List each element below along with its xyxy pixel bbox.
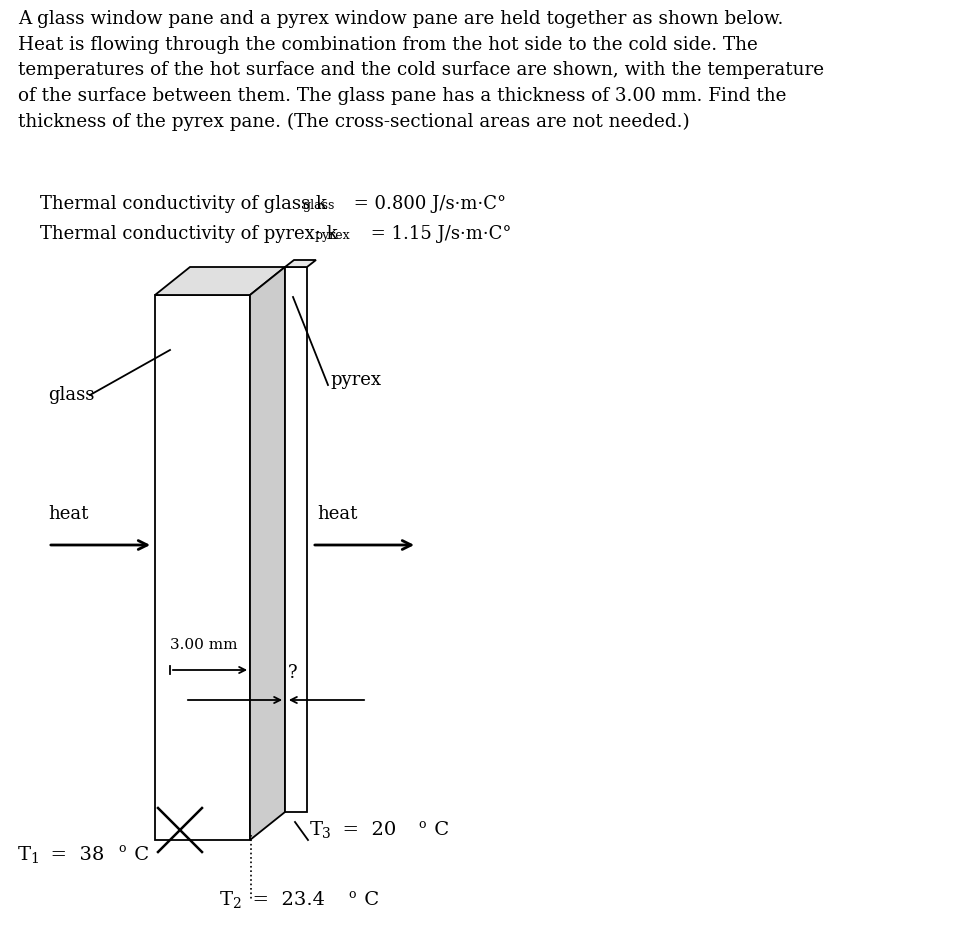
Text: o: o xyxy=(418,818,426,831)
Text: =  23.4: = 23.4 xyxy=(240,891,331,909)
Text: C: C xyxy=(128,846,149,864)
Text: Thermal conductivity of glass k: Thermal conductivity of glass k xyxy=(40,195,327,213)
Text: 3.00 mm: 3.00 mm xyxy=(170,638,237,652)
Text: = 1.15 J/s·m·C°: = 1.15 J/s·m·C° xyxy=(365,225,511,243)
Text: Thermal conductivity of pyrex: k: Thermal conductivity of pyrex: k xyxy=(40,225,337,243)
Polygon shape xyxy=(285,260,316,267)
Polygon shape xyxy=(155,295,250,840)
Text: 1: 1 xyxy=(30,852,39,866)
Polygon shape xyxy=(285,267,307,812)
Text: A glass window pane and a pyrex window pane are held together as shown below.
He: A glass window pane and a pyrex window p… xyxy=(18,10,824,131)
Text: pyrex: pyrex xyxy=(315,229,351,242)
Text: =  20: = 20 xyxy=(330,821,397,839)
Text: heat: heat xyxy=(317,505,358,523)
Text: o: o xyxy=(118,842,125,855)
Text: C: C xyxy=(428,821,449,839)
Text: 3: 3 xyxy=(322,827,330,841)
Polygon shape xyxy=(250,267,285,840)
Text: T: T xyxy=(220,891,233,909)
Text: o: o xyxy=(348,887,356,901)
Text: C: C xyxy=(358,891,379,909)
Text: T: T xyxy=(18,846,31,864)
Text: ?: ? xyxy=(288,664,297,682)
Text: =  38: = 38 xyxy=(38,846,111,864)
Text: heat: heat xyxy=(48,505,88,523)
Text: glass: glass xyxy=(48,386,94,404)
Text: pyrex: pyrex xyxy=(330,371,381,389)
Text: 2: 2 xyxy=(232,897,241,911)
Text: T: T xyxy=(310,821,323,839)
Text: = 0.800 J/s·m·C°: = 0.800 J/s·m·C° xyxy=(348,195,506,213)
Text: glass: glass xyxy=(302,199,334,212)
Polygon shape xyxy=(155,267,285,295)
